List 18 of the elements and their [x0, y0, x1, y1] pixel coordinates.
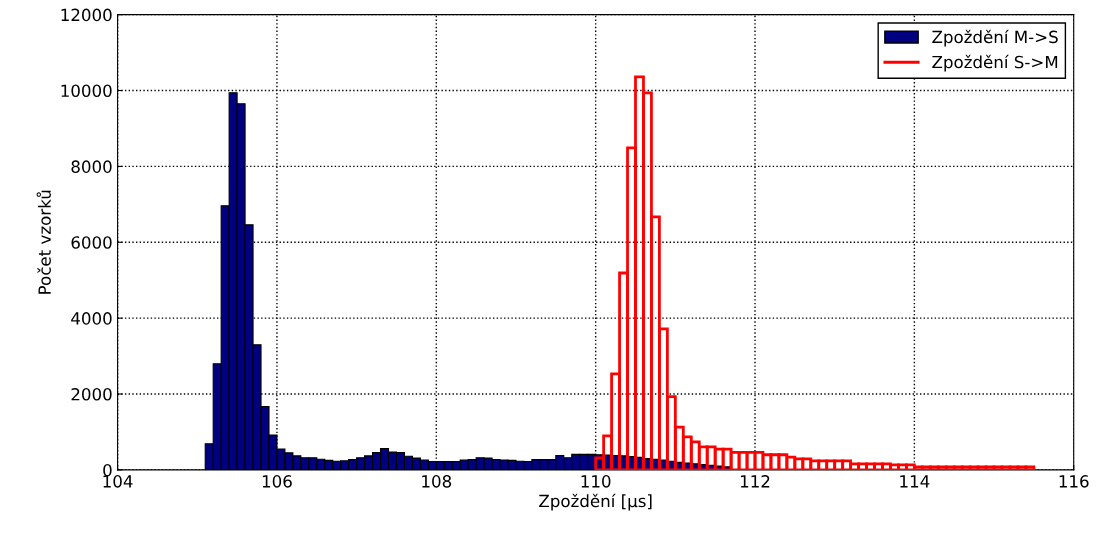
y-tick-label: 0 — [103, 463, 112, 477]
y-tick-label: 4000 — [71, 312, 112, 325]
y-tick-label: 6000 — [71, 236, 112, 249]
y-tick-label: 10000 — [61, 84, 112, 98]
x-axis-title: Zpoždění [μs] — [539, 493, 652, 511]
x-tick-label: 114 — [900, 475, 930, 488]
legend-label: Zpoždění S->M — [932, 54, 1058, 72]
legend-label: Zpoždění M->S — [932, 29, 1058, 47]
y-axis-title: Počet vzorků — [36, 190, 51, 294]
x-tick-label: 106 — [262, 475, 292, 488]
y-tick-label: 8000 — [71, 160, 112, 173]
x-tick-label: 104 — [103, 475, 133, 488]
y-tick-label: 2000 — [71, 388, 112, 401]
x-tick-label: 112 — [740, 475, 770, 488]
x-tick-label: 108 — [422, 475, 452, 488]
x-tick-label: 116 — [1059, 475, 1089, 488]
y-tick-label: 12000 — [61, 8, 112, 22]
x-tick-label: 110 — [581, 475, 611, 488]
